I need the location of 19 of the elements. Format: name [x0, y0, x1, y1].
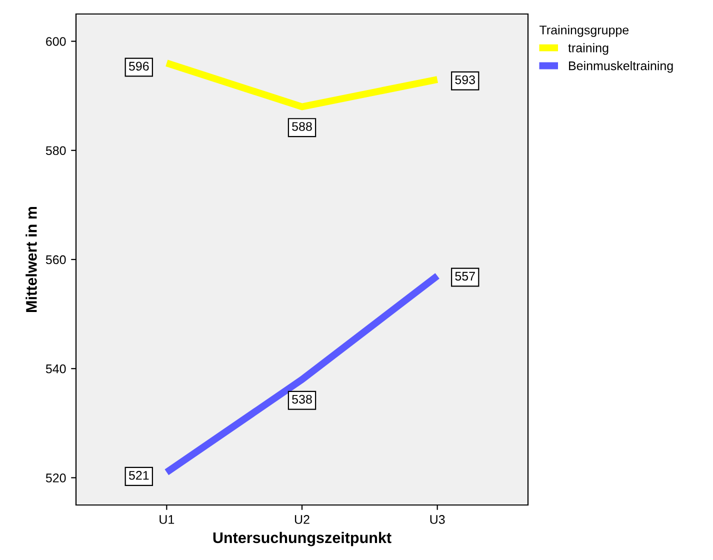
x-axis-title: Untersuchungszeitpunkt [213, 532, 392, 546]
data-label: 521 [128, 470, 149, 480]
data-label: 538 [292, 394, 312, 404]
y-tick-label: 520 [46, 474, 66, 482]
data-label: 557 [455, 272, 475, 281]
y-tick-label: 560 [46, 255, 66, 264]
data-label: 593 [455, 75, 475, 84]
data-label: 596 [128, 62, 149, 71]
y-tick-label: 540 [46, 364, 66, 374]
x-tick-label: U3 [430, 515, 445, 524]
legend-label: Beinmuskeltraining [569, 61, 673, 73]
legend-label: training [568, 43, 608, 55]
x-tick-label: U2 [294, 515, 310, 524]
y-tick-label: 580 [46, 146, 66, 156]
y-tick-label: 600 [46, 37, 66, 46]
legend-title: Trainingsgruppe [540, 25, 629, 37]
x-tick-label: U1 [160, 515, 174, 524]
y-axis-title: Mittelwert in m [26, 206, 37, 312]
data-label: 588 [292, 122, 312, 131]
